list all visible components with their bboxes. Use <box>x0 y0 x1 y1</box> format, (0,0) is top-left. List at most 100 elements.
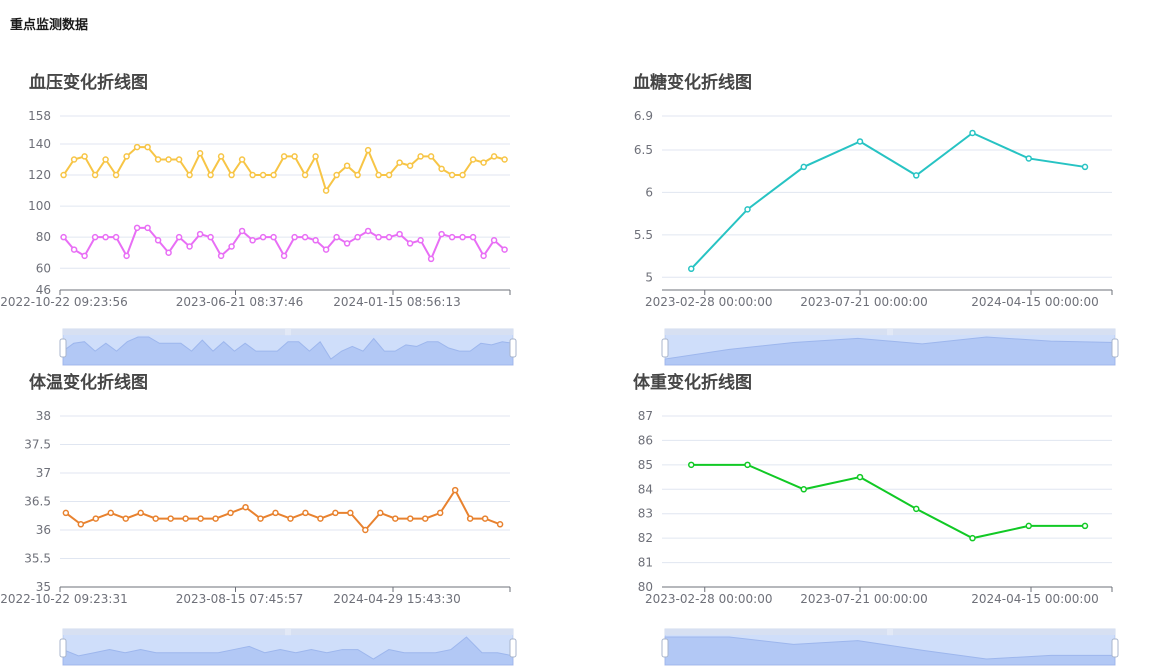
data-point[interactable] <box>364 227 372 235</box>
data-point[interactable] <box>406 162 414 169</box>
data-point[interactable] <box>242 503 249 511</box>
data-point[interactable] <box>175 156 183 163</box>
data-point[interactable] <box>1081 163 1089 171</box>
data-point[interactable] <box>212 515 219 522</box>
data-point[interactable] <box>270 171 277 179</box>
data-point[interactable] <box>451 486 459 494</box>
data-point[interactable] <box>375 171 382 179</box>
data-point[interactable] <box>217 252 225 260</box>
data-point[interactable] <box>421 515 429 522</box>
data-point[interactable] <box>385 171 393 179</box>
data-point[interactable] <box>354 171 361 179</box>
data-point[interactable] <box>91 233 99 241</box>
data-point[interactable] <box>396 159 403 166</box>
zoom-handle-right[interactable] <box>509 638 517 658</box>
data-point[interactable] <box>501 156 508 163</box>
data-point[interactable] <box>257 515 264 522</box>
data-point[interactable] <box>259 171 267 179</box>
data-point[interactable] <box>207 233 214 241</box>
data-point[interactable] <box>301 171 309 179</box>
data-point[interactable] <box>417 153 424 160</box>
data-point[interactable] <box>688 461 695 469</box>
data-point[interactable] <box>480 252 487 260</box>
data-point[interactable] <box>362 526 369 534</box>
data-point[interactable] <box>406 240 414 247</box>
data-point[interactable] <box>333 171 340 179</box>
data-point[interactable] <box>165 249 172 256</box>
data-point[interactable] <box>207 171 214 179</box>
data-point[interactable] <box>91 171 99 179</box>
data-point[interactable] <box>112 171 120 179</box>
data-point[interactable] <box>438 230 445 238</box>
data-point[interactable] <box>354 233 361 241</box>
data-point[interactable] <box>913 505 920 513</box>
data-point[interactable] <box>154 237 162 244</box>
data-point[interactable] <box>123 153 130 160</box>
data-point[interactable] <box>133 143 141 151</box>
data-point[interactable] <box>182 515 189 522</box>
data-point[interactable] <box>287 515 294 522</box>
data-point[interactable] <box>385 233 393 241</box>
data-point[interactable] <box>107 509 115 517</box>
data-point[interactable] <box>459 233 466 241</box>
data-point[interactable] <box>133 224 141 232</box>
data-point[interactable] <box>77 521 85 528</box>
zoom-selected-range[interactable] <box>63 630 513 665</box>
zoom-handle-left[interactable] <box>661 338 669 358</box>
data-point[interactable] <box>469 233 477 241</box>
data-point[interactable] <box>228 171 235 179</box>
zoom-selected-range[interactable] <box>665 330 1115 365</box>
data-point[interactable] <box>800 163 807 171</box>
data-point[interactable] <box>427 153 435 160</box>
data-point[interactable] <box>144 224 151 232</box>
data-point[interactable] <box>448 233 456 241</box>
data-point[interactable] <box>123 252 130 260</box>
data-point[interactable] <box>228 243 235 250</box>
data-point[interactable] <box>280 252 288 260</box>
data-point[interactable] <box>186 243 193 250</box>
data-point[interactable] <box>112 233 120 241</box>
zoom-handle-left[interactable] <box>59 638 67 658</box>
data-point[interactable] <box>167 515 174 522</box>
data-point[interactable] <box>392 515 399 522</box>
zoom-handle-right[interactable] <box>1111 638 1119 658</box>
data-point[interactable] <box>144 143 151 151</box>
zoom-handle-right[interactable] <box>509 338 517 358</box>
data-point[interactable] <box>70 156 78 163</box>
data-point[interactable] <box>122 515 129 522</box>
zoom-selected-range[interactable] <box>665 630 1115 665</box>
data-point[interactable] <box>249 237 256 244</box>
data-point[interactable] <box>436 509 444 517</box>
data-point[interactable] <box>217 153 225 160</box>
data-point[interactable] <box>291 153 298 160</box>
data-point[interactable] <box>259 233 267 241</box>
data-point[interactable] <box>137 509 144 517</box>
data-point[interactable] <box>347 509 354 517</box>
data-point[interactable] <box>196 150 204 157</box>
data-point[interactable] <box>165 156 172 163</box>
data-point[interactable] <box>496 521 504 528</box>
data-point[interactable] <box>227 509 234 517</box>
data-point[interactable] <box>969 534 976 542</box>
data-point[interactable] <box>377 509 384 517</box>
data-point[interactable] <box>238 227 246 235</box>
data-point[interactable] <box>186 171 193 179</box>
data-point[interactable] <box>490 237 498 244</box>
data-point[interactable] <box>102 156 109 163</box>
zoom-handle-left[interactable] <box>59 338 67 358</box>
data-point[interactable] <box>364 146 372 154</box>
data-point[interactable] <box>343 162 351 169</box>
zoom-move-handle[interactable] <box>63 329 513 335</box>
data-point[interactable] <box>490 153 498 160</box>
data-point[interactable] <box>152 515 159 522</box>
data-point[interactable] <box>417 237 424 244</box>
data-point[interactable] <box>343 240 351 247</box>
data-point[interactable] <box>375 233 382 241</box>
data-point[interactable] <box>1025 522 1032 530</box>
zoom-move-handle[interactable] <box>665 329 1115 335</box>
data-point[interactable] <box>154 156 162 163</box>
data-point[interactable] <box>800 486 807 493</box>
data-point[interactable] <box>688 265 695 273</box>
data-point[interactable] <box>1025 155 1032 162</box>
data-point[interactable] <box>302 509 309 517</box>
